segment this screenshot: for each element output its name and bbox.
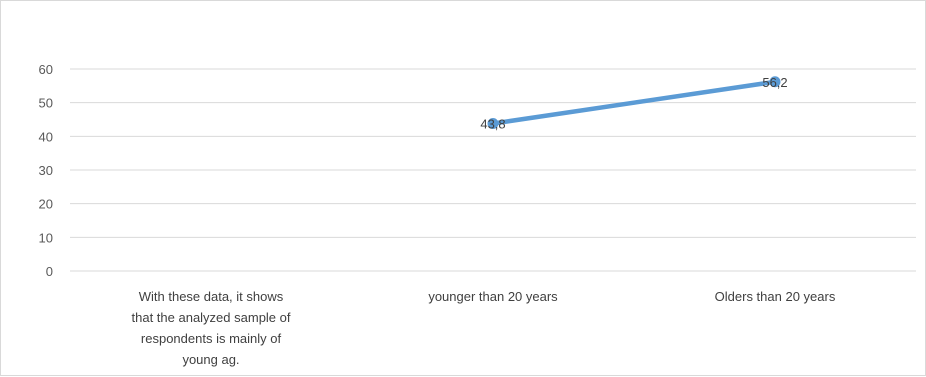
x-category-label: Olders than 20 years	[715, 289, 836, 304]
data-label: 43,8	[480, 117, 505, 132]
y-tick-label: 10	[39, 230, 53, 245]
data-label: 56,2	[762, 75, 787, 90]
x-category-label-line: young ag.	[182, 352, 239, 367]
y-tick-label: 40	[39, 129, 53, 144]
x-category-label: With these data, it shows that the analyz…	[132, 289, 291, 367]
x-category-label-line: respondents is mainly of	[141, 331, 282, 346]
data-point	[487, 118, 499, 130]
y-tick-label: 60	[39, 62, 53, 77]
x-category-label-line: With these data, it shows	[139, 289, 284, 304]
x-category-label-line: that the analyzed sample of	[132, 310, 291, 325]
x-category-label-line: Olders than 20 years	[715, 289, 836, 304]
data-point	[769, 76, 781, 88]
x-category-label: younger than 20 years	[428, 289, 558, 304]
y-tick-label: 30	[39, 163, 53, 178]
y-tick-label: 50	[39, 96, 53, 111]
y-tick-label: 20	[39, 197, 53, 212]
series-line	[490, 79, 778, 126]
x-category-label-line: younger than 20 years	[428, 289, 558, 304]
y-tick-label: 0	[46, 264, 53, 279]
